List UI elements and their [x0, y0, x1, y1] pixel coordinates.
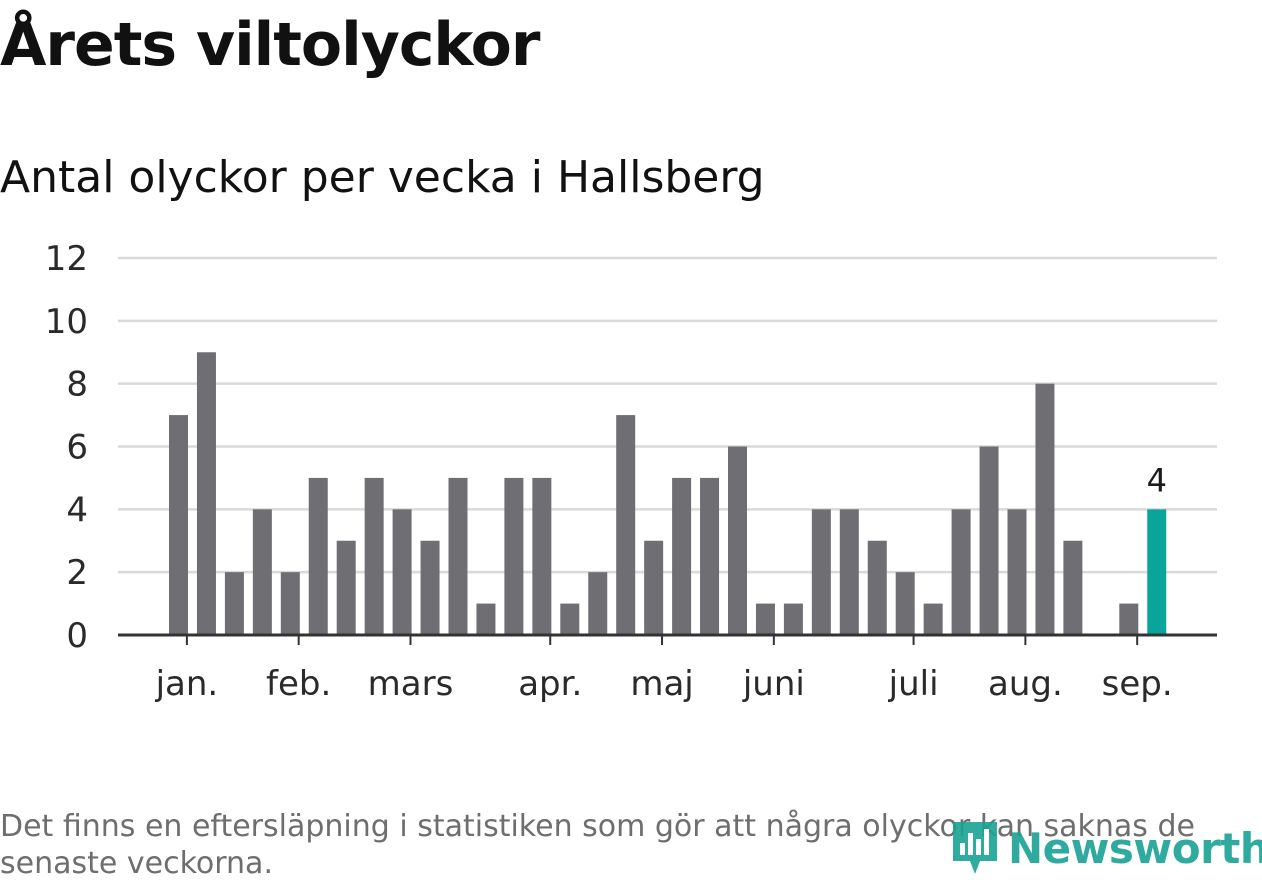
bar: [224, 572, 244, 635]
bar: [364, 477, 384, 635]
x-tick-label: jan.: [155, 664, 219, 704]
y-axis-ticks: 0 2 4 6 8 10 12: [45, 239, 88, 656]
bar: [252, 509, 272, 635]
bar: [1007, 509, 1027, 635]
bar: [504, 477, 524, 635]
bar: [448, 477, 468, 635]
y-tick-label: 2: [66, 553, 88, 593]
y-tick-label: 8: [66, 365, 88, 405]
chart-subtitle: Antal olyckor per vecka i Hallsberg: [0, 152, 765, 203]
bar: [811, 509, 831, 635]
bar: [951, 509, 971, 635]
x-tick-label: maj: [630, 664, 693, 704]
bar: [755, 603, 775, 635]
bar: [476, 603, 496, 635]
bar-highlight: [1147, 509, 1167, 635]
bar: [169, 415, 188, 635]
bar: [867, 540, 887, 635]
bar: [979, 446, 999, 635]
y-tick-label: 12: [45, 239, 88, 279]
data-labels: 4: [1147, 461, 1167, 499]
logo-text: Newsworthy: [1008, 823, 1262, 873]
y-tick-label: 6: [66, 428, 88, 468]
bar: [783, 603, 803, 635]
highlight-value-label: 4: [1147, 461, 1167, 499]
bar: [616, 415, 636, 635]
y-tick-label: 4: [66, 490, 88, 530]
x-tick-label: juli: [888, 664, 939, 704]
x-tick-label: juni: [742, 664, 805, 704]
newsworthy-logo: Newsworthy: [950, 818, 1262, 878]
bar: [280, 572, 300, 635]
bar: [923, 603, 943, 635]
bar: [420, 540, 440, 635]
bar: [672, 477, 692, 635]
bar: [1119, 603, 1139, 635]
y-tick-label: 0: [66, 616, 88, 656]
bar: [196, 352, 216, 635]
bar: [644, 540, 664, 635]
x-tick-label: sep.: [1102, 664, 1173, 704]
x-tick-label: aug.: [988, 664, 1063, 704]
bar: [588, 572, 608, 635]
x-tick-label: mars: [368, 664, 454, 704]
y-tick-label: 10: [45, 302, 88, 342]
x-tick-label: apr.: [518, 664, 582, 704]
x-axis-ticks: jan. feb. mars apr. maj juni juli aug. sep.: [155, 635, 1173, 704]
bar: [700, 477, 720, 635]
bar: [1035, 383, 1055, 635]
bar: [532, 477, 552, 635]
gridlines: [118, 256, 1217, 574]
bar: [895, 572, 915, 635]
bar: [728, 446, 747, 635]
bar: [392, 509, 412, 635]
bar: [308, 477, 328, 635]
bar: [560, 603, 580, 635]
bar: [839, 509, 859, 635]
chart-title: Årets viltolyckor: [0, 10, 540, 80]
x-tick-label: feb.: [266, 664, 331, 704]
bar: [336, 540, 356, 635]
newsworthy-logo-icon: [953, 822, 997, 874]
bar: [1063, 540, 1083, 635]
bars: [169, 352, 1167, 635]
